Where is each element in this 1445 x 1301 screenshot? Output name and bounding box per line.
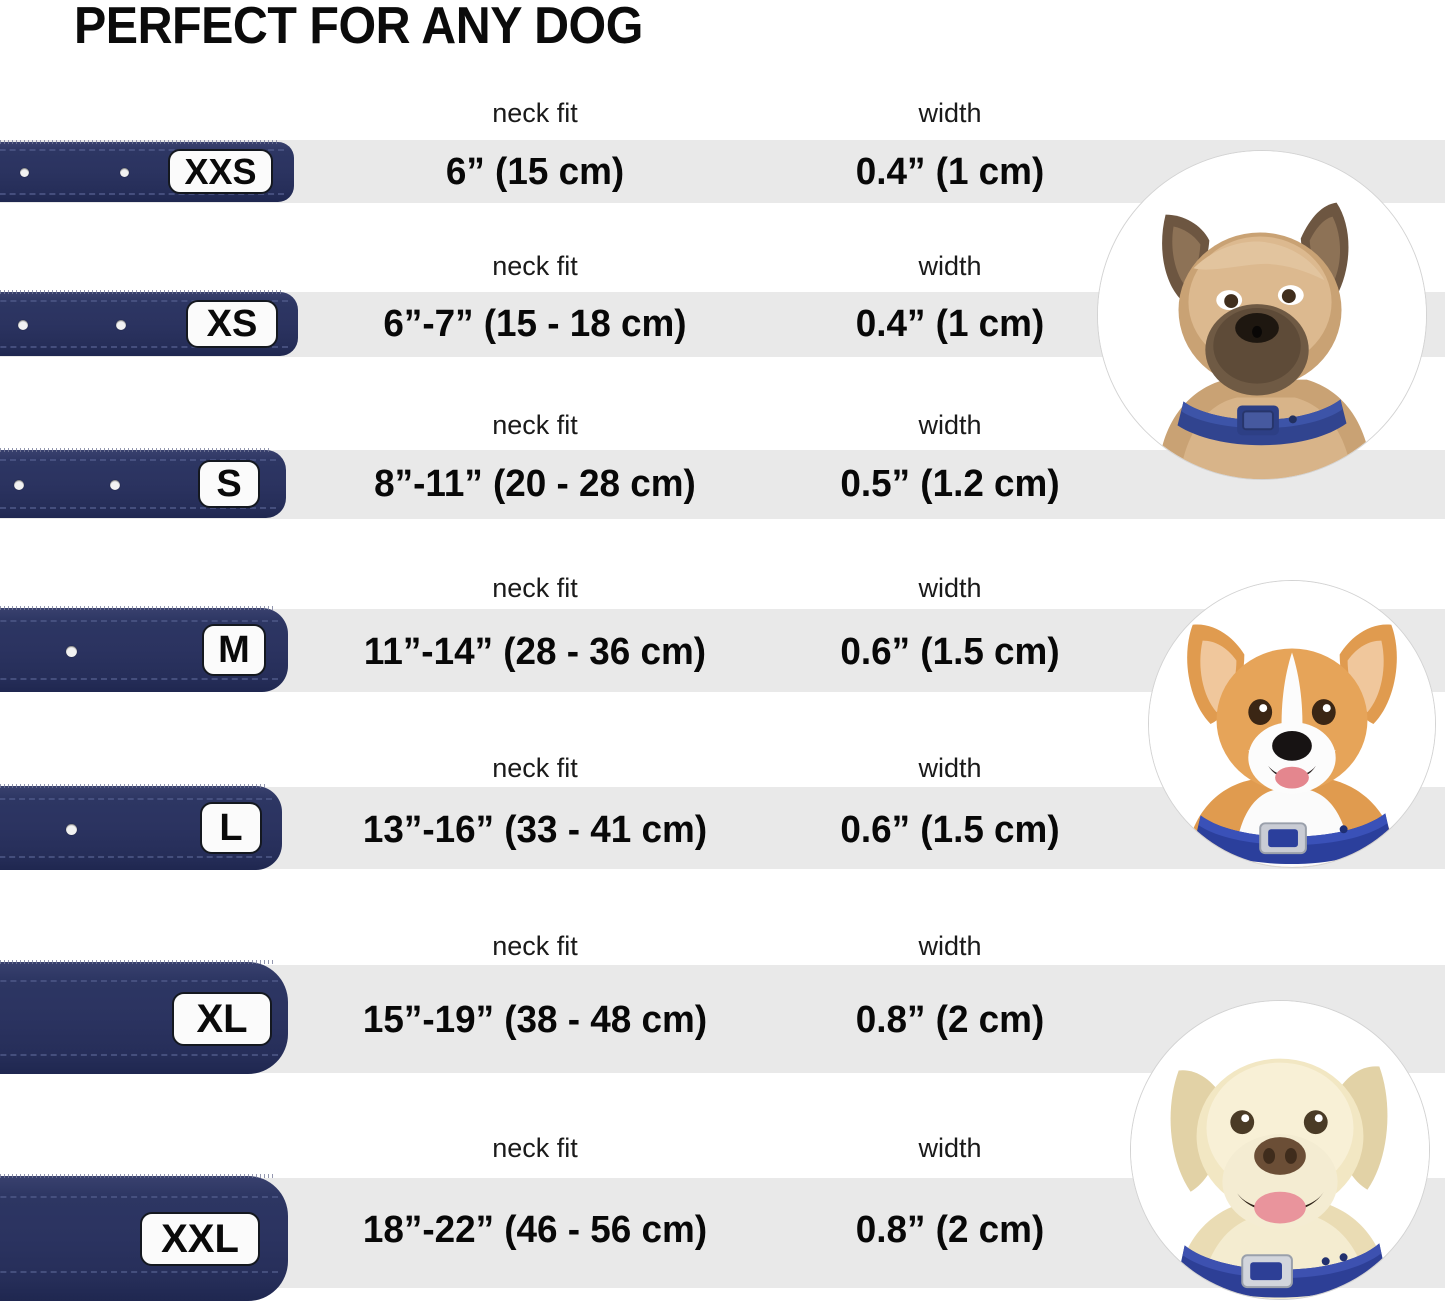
neck-fit-value-xxl: 18”-22” (46 - 56 cm) <box>362 1209 708 1251</box>
strap-stitch-bottom <box>0 1054 278 1056</box>
neck-fit-label-s: neck fit <box>492 410 578 440</box>
strap-edge-fuzz <box>0 448 272 452</box>
size-badge-s: S <box>198 460 260 508</box>
neck-fit-value-m: 11”-14” (28 - 36 cm) <box>363 631 707 673</box>
neck-fit-label-xl: neck fit <box>492 931 578 961</box>
neck-fit-value-xs: 6”-7” (15 - 18 cm) <box>383 303 687 345</box>
strap-edge-fuzz <box>0 606 274 610</box>
strap-hole <box>120 168 129 177</box>
width-value-xs: 0.4” (1 cm) <box>855 303 1045 345</box>
strap-stitch-bottom <box>0 193 284 195</box>
neck-fit-label-xxs: neck fit <box>492 98 578 128</box>
strap-hole <box>110 480 120 490</box>
collar-strap-xs: XS <box>0 290 298 356</box>
strap-edge-fuzz <box>0 290 284 294</box>
size-badge-xs: XS <box>186 300 278 348</box>
strap-stitch-top <box>0 149 284 151</box>
collar-strap-xl: XL <box>0 960 288 1074</box>
dog-photo-corgi <box>1148 580 1436 868</box>
neck-fit-label-xxl: neck fit <box>492 1133 578 1163</box>
strap-stitch-top <box>0 980 278 982</box>
size-badge-label: L <box>219 807 243 849</box>
strap-stitch-bottom <box>0 678 278 680</box>
strap-stitch-top <box>0 300 288 302</box>
neck-fit-value-s: 8”-11” (20 - 28 cm) <box>374 463 696 505</box>
size-badge-xxs: XXS <box>168 149 273 194</box>
size-badge-label: XS <box>206 303 258 345</box>
width-label-l: width <box>918 753 982 783</box>
labrador-illustration <box>1131 1001 1429 1299</box>
neck-fit-label-m: neck fit <box>492 573 578 603</box>
width-label-xl: width <box>918 931 982 961</box>
size-badge-label: XL <box>196 997 248 1041</box>
strap-edge-fuzz <box>0 784 268 788</box>
width-label-xs: width <box>918 251 982 281</box>
collar-strap-xxl: XXL <box>0 1174 288 1301</box>
strap-edge-fuzz <box>0 960 274 964</box>
strap-stitch-top <box>0 459 276 461</box>
width-value-l: 0.6” (1.5 cm) <box>840 809 1060 851</box>
strap-stitch-bottom <box>0 1271 278 1273</box>
strap-stitch-top <box>0 798 272 800</box>
dog-photo-terrier <box>1097 150 1427 480</box>
collar-strap-l: L <box>0 784 282 870</box>
collar-strap-xxs: XXS <box>0 140 294 202</box>
neck-fit-value-l: 13”-16” (33 - 41 cm) <box>362 809 708 851</box>
width-value-xxl: 0.8” (2 cm) <box>855 1209 1045 1251</box>
strap-stitch-bottom <box>0 346 288 348</box>
strap-stitch-top <box>0 1196 278 1198</box>
size-badge-label: XXS <box>184 150 257 192</box>
size-badge-xxl: XXL <box>140 1212 260 1266</box>
collar-strap-s: S <box>0 448 286 518</box>
width-label-s: width <box>918 410 982 440</box>
width-value-m: 0.6” (1.5 cm) <box>840 631 1060 673</box>
width-value-xxs: 0.4” (1 cm) <box>855 151 1045 193</box>
page-title: PERFECT FOR ANY DOG <box>74 0 643 55</box>
strap-stitch-bottom <box>0 507 276 509</box>
width-label-xxl: width <box>918 1133 982 1163</box>
size-badge-m: M <box>202 624 266 676</box>
strap-hole <box>66 824 77 835</box>
size-badge-l: L <box>200 802 262 854</box>
strap-hole <box>66 646 77 657</box>
neck-fit-value-xl: 15”-19” (38 - 48 cm) <box>362 999 708 1041</box>
strap-hole <box>18 320 28 330</box>
neck-fit-value-xxs: 6” (15 cm) <box>445 151 625 193</box>
size-badge-label: XXL <box>161 1217 239 1261</box>
strap-hole <box>14 480 24 490</box>
width-value-xl: 0.8” (2 cm) <box>855 999 1045 1041</box>
width-label-xxs: width <box>918 98 982 128</box>
width-label-m: width <box>918 573 982 603</box>
size-badge-label: M <box>218 629 250 671</box>
strap-hole <box>20 168 29 177</box>
size-badge-xl: XL <box>172 992 272 1046</box>
width-value-s: 0.5” (1.2 cm) <box>840 463 1060 505</box>
terrier-illustration <box>1098 151 1426 479</box>
strap-edge-fuzz <box>0 140 280 144</box>
neck-fit-label-xs: neck fit <box>492 251 578 281</box>
collar-strap-m: M <box>0 606 288 692</box>
corgi-illustration <box>1149 581 1435 867</box>
strap-edge-fuzz <box>0 1174 274 1178</box>
dog-photo-labrador <box>1130 1000 1430 1300</box>
strap-stitch-bottom <box>0 856 272 858</box>
strap-hole <box>116 320 126 330</box>
strap-stitch-top <box>0 620 278 622</box>
size-badge-label: S <box>216 463 242 505</box>
neck-fit-label-l: neck fit <box>492 753 578 783</box>
